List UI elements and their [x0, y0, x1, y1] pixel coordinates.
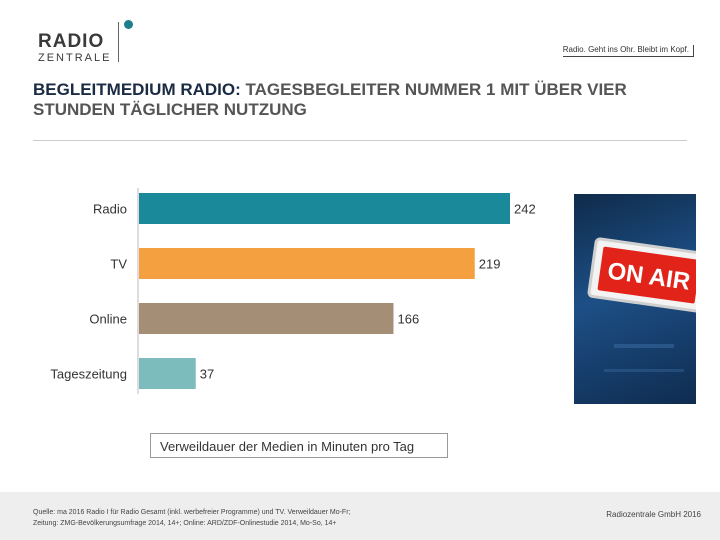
logo-dot-icon	[124, 20, 133, 29]
value-label-tv: 219	[479, 257, 501, 272]
source-line-1: Quelle: ma 2016 Radio I für Radio Gesamt…	[33, 509, 351, 516]
slide-title: BEGLEITMEDIUM RADIO: TAGESBEGLEITER NUMM…	[33, 80, 703, 120]
title-accent: BEGLEITMEDIUM RADIO:	[33, 80, 241, 99]
bar-tv	[139, 248, 475, 279]
title-rest: TAGESBEGLEITER NUMMER 1 MIT ÜBER VIER ST…	[33, 80, 627, 119]
copyright: Radiozentrale GmbH 2016	[606, 510, 701, 519]
bar-tageszeitung	[139, 358, 196, 389]
on-air-sign-image: ON AIR	[587, 237, 696, 372]
category-label-tv: TV	[110, 257, 127, 272]
logo-subtitle: ZENTRALE	[38, 52, 112, 64]
footer-band	[0, 492, 720, 540]
source-line-2: Zeitung: ZMG-Bevölkerungsumfrage 2014, 1…	[33, 520, 337, 527]
category-label-radio: Radio	[93, 202, 127, 217]
slogan: Radio. Geht ins Ohr. Bleibt im Kopf.	[562, 45, 694, 57]
bar-radio	[139, 193, 510, 224]
logo-wordmark: RADIO	[38, 31, 105, 52]
radiozentrale-logo: RADIO ZENTRALE	[36, 18, 136, 64]
bar-online	[139, 303, 394, 334]
value-label-radio: 242	[514, 202, 536, 217]
title-divider	[33, 140, 687, 141]
value-label-tageszeitung: 37	[200, 367, 214, 382]
category-label-tageszeitung: Tageszeitung	[50, 367, 127, 382]
value-label-online: 166	[397, 312, 419, 327]
on-air-photo: ON AIR	[574, 194, 696, 404]
logo-divider	[118, 22, 119, 62]
source-note: Quelle: ma 2016 Radio I für Radio Gesamt…	[33, 507, 513, 529]
chart-legend: Verweildauer der Medien in Minuten pro T…	[150, 433, 448, 458]
category-label-online: Online	[89, 312, 127, 327]
